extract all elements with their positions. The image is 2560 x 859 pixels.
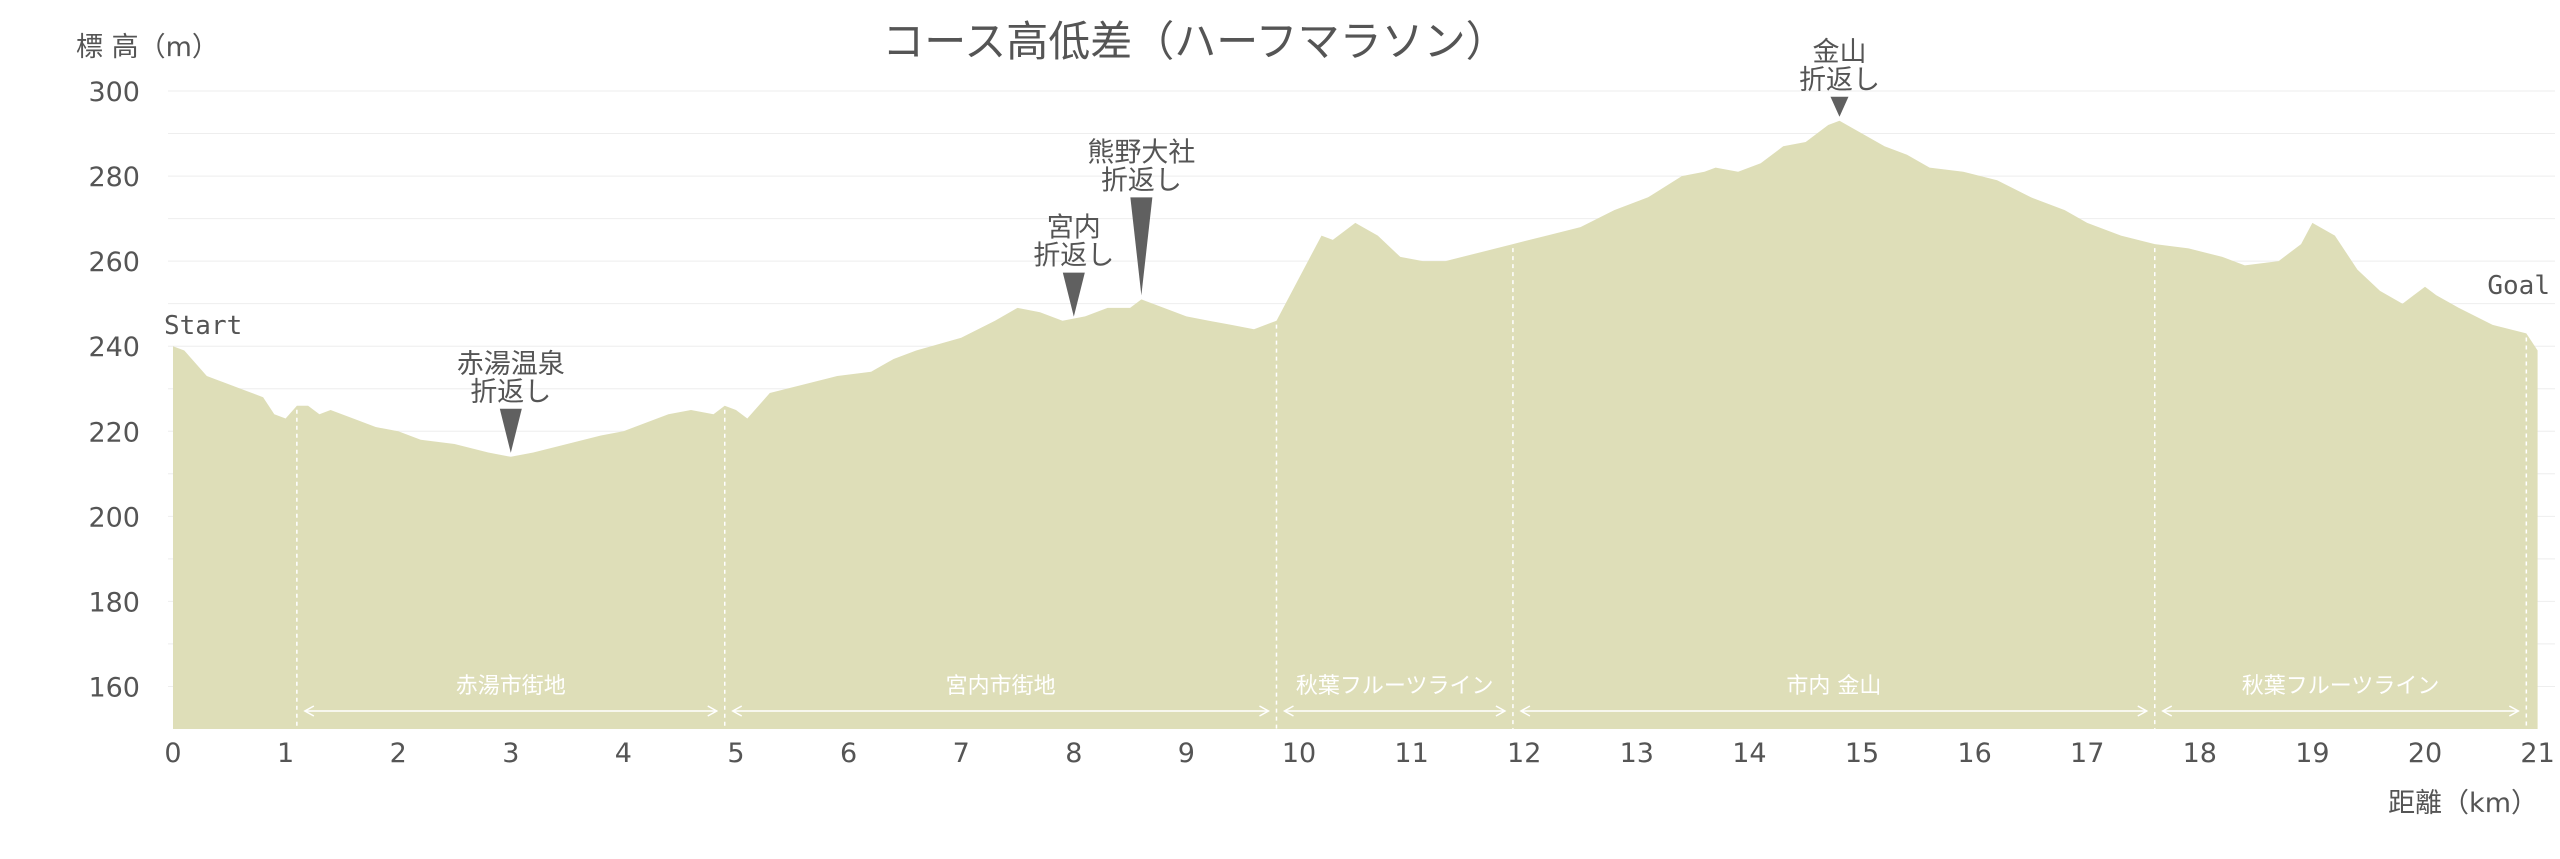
x-tick-label: 17 — [2070, 738, 2104, 769]
turnaround-label: 宮内 — [1047, 213, 1101, 244]
y-tick-label: 160 — [88, 672, 140, 703]
turnaround-label: 金山 — [1812, 37, 1866, 68]
segment-arrowhead — [1259, 705, 1271, 717]
turnaround-marker-icon — [1130, 197, 1153, 296]
y-axis-label: 標 高（m） — [76, 32, 219, 63]
segment-arrowhead — [2137, 705, 2149, 717]
y-tick-label: 220 — [88, 417, 140, 448]
x-tick-label: 20 — [2408, 738, 2442, 769]
turnaround-label: 折返し — [1033, 241, 1114, 272]
x-tick-label: 14 — [1732, 738, 1766, 769]
x-tick-label: 21 — [2520, 738, 2554, 769]
x-tick-label: 0 — [164, 738, 181, 769]
x-tick-label: 13 — [1620, 738, 1654, 769]
x-tick-label: 4 — [615, 738, 632, 769]
turnaround-marker-icon — [1062, 272, 1085, 317]
segment-arrowhead — [303, 705, 315, 717]
y-tick-label: 300 — [88, 77, 140, 108]
segment-arrowhead — [2508, 705, 2520, 717]
x-tick-label: 7 — [953, 738, 970, 769]
segment-arrowhead — [1495, 705, 1507, 717]
turnaround-marker-icon — [1830, 96, 1849, 117]
segment-arrowhead — [707, 705, 719, 717]
y-tick-label: 260 — [88, 247, 140, 278]
segment-label: 秋葉フルーツライン — [2242, 674, 2440, 699]
x-tick-label: 3 — [502, 738, 519, 769]
turnaround-label: 熊野大社 — [1087, 137, 1195, 168]
start-label: Start — [164, 311, 242, 341]
chart-title: コース高低差（ハーフマラソン） — [882, 17, 1507, 66]
x-axis-label: 距離（km） — [2388, 788, 2538, 819]
segment-arrowhead — [1282, 705, 1294, 717]
y-tick-label: 240 — [88, 332, 140, 363]
turnaround-label: 赤湯温泉 — [457, 349, 565, 380]
segment-arrowhead — [1519, 705, 1531, 717]
goal-label: Goal — [2487, 271, 2550, 301]
segment-label: 宮内市街地 — [946, 674, 1056, 699]
x-tick-label: 19 — [2295, 738, 2329, 769]
x-tick-label: 6 — [840, 738, 857, 769]
turnaround-label: 折返し — [470, 377, 551, 408]
x-tick-label: 15 — [1845, 738, 1879, 769]
x-tick-label: 16 — [1957, 738, 1991, 769]
x-tick-label: 11 — [1394, 738, 1428, 769]
y-tick-label: 180 — [88, 587, 140, 618]
x-tick-label: 10 — [1282, 738, 1316, 769]
x-tick-label: 18 — [2183, 738, 2217, 769]
segment-arrowhead — [2161, 705, 2173, 717]
section-segments: 赤湯市街地 宮内市街地 秋葉フルーツライン 市内 金山 秋葉フルーツライン — [296, 248, 2528, 729]
segment-label: 秋葉フルーツライン — [1296, 674, 1494, 699]
x-tick-label: 2 — [390, 738, 407, 769]
x-tick-label: 1 — [277, 738, 294, 769]
y-tick-label: 280 — [88, 162, 140, 193]
segment-arrowhead — [731, 705, 743, 717]
turnaround-label: 折返し — [1799, 65, 1880, 96]
x-tick-label: 9 — [1178, 738, 1195, 769]
x-tick-label: 8 — [1065, 738, 1082, 769]
turnaround-label: 折返し — [1101, 165, 1182, 196]
elevation-area — [173, 120, 2538, 730]
x-tick-label: 12 — [1507, 738, 1541, 769]
turnaround-marker-icon — [499, 408, 522, 453]
segment-label: 市内 金山 — [1786, 674, 1881, 699]
x-tick-label: 5 — [727, 738, 744, 769]
y-tick-label: 200 — [88, 502, 140, 533]
segment-label: 赤湯市街地 — [456, 674, 566, 699]
